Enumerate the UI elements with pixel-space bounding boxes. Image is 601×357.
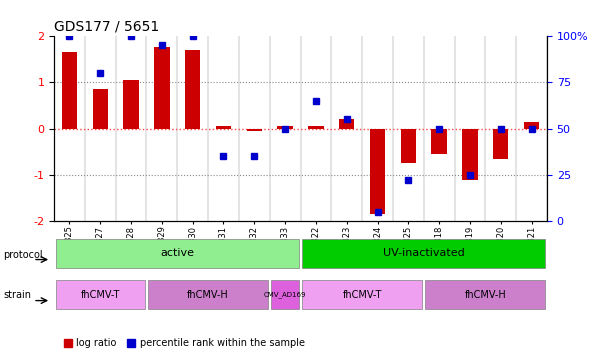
Bar xyxy=(216,126,231,129)
FancyBboxPatch shape xyxy=(56,239,299,268)
FancyBboxPatch shape xyxy=(426,280,545,309)
FancyBboxPatch shape xyxy=(148,280,268,309)
Text: GDS177 / 5651: GDS177 / 5651 xyxy=(54,19,159,33)
FancyBboxPatch shape xyxy=(302,239,545,268)
Text: CMV_AD169: CMV_AD169 xyxy=(264,291,307,298)
Bar xyxy=(462,129,478,180)
Bar xyxy=(493,129,508,159)
Text: active: active xyxy=(160,248,194,258)
Text: fhCMV-T: fhCMV-T xyxy=(343,290,382,300)
FancyBboxPatch shape xyxy=(302,280,422,309)
Bar xyxy=(123,80,139,129)
Text: protocol: protocol xyxy=(3,250,43,260)
Text: UV-inactivated: UV-inactivated xyxy=(383,248,465,258)
Bar xyxy=(401,129,416,163)
Bar xyxy=(246,129,262,131)
Bar xyxy=(278,126,293,129)
Text: fhCMV-H: fhCMV-H xyxy=(188,290,229,300)
Bar xyxy=(432,129,447,154)
Legend: log ratio, percentile rank within the sample: log ratio, percentile rank within the sa… xyxy=(59,335,309,352)
Bar xyxy=(524,121,539,129)
Bar xyxy=(308,126,323,129)
Text: fhCMV-H: fhCMV-H xyxy=(465,290,506,300)
Bar xyxy=(154,47,169,129)
FancyBboxPatch shape xyxy=(271,280,299,309)
Text: strain: strain xyxy=(3,290,31,300)
Bar xyxy=(185,50,200,129)
Text: fhCMV-T: fhCMV-T xyxy=(81,290,120,300)
Bar xyxy=(370,129,385,214)
FancyBboxPatch shape xyxy=(56,280,145,309)
Bar xyxy=(62,52,77,129)
Bar xyxy=(339,119,355,129)
Bar xyxy=(93,89,108,129)
